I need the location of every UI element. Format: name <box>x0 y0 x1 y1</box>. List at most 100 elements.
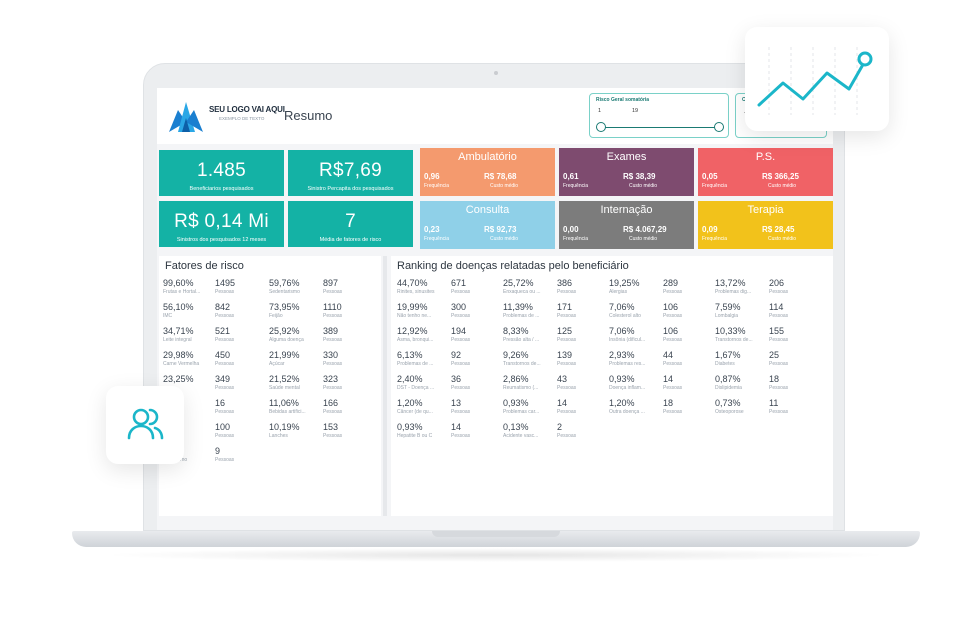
disease-name: Insônia (dificul... <box>609 337 646 343</box>
frequency-value: 0,23 <box>424 225 440 234</box>
category-name: Ambulatório <box>458 151 517 163</box>
category-card-ambulatorio[interactable]: Ambulatório 0,96 Frequência R$ 78,68 Cus… <box>420 148 555 196</box>
disease-name: Problemas res... <box>609 361 646 367</box>
disease-name: Transtornos de... <box>715 337 753 343</box>
disease-count-cell: 125 Pessoas <box>557 326 576 343</box>
disease-count: 36 <box>451 374 462 384</box>
risk-percent: 56,10% <box>163 302 194 312</box>
cost-value: R$ 4.067,29 <box>623 225 667 234</box>
risk-percent: 73,95% <box>269 302 300 312</box>
disease-count: 92 <box>451 350 462 360</box>
disease-unit: Pessoas <box>663 361 683 367</box>
disease-cell: 8,33% Pressão alta / ... <box>503 326 539 343</box>
disease-name: Doença inflam... <box>609 385 646 391</box>
disease-percent: 2,86% <box>503 374 529 384</box>
disease-count-cell: 386 Pessoas <box>557 278 576 295</box>
risk-factor-cell: 21,52% Saúde mental <box>269 374 300 391</box>
disease-cell: 10,33% Transtornos de... <box>715 326 753 343</box>
disease-unit: Pessoas <box>451 433 471 439</box>
risk-count: 1110 <box>323 302 342 312</box>
category-card-terapia[interactable]: Terapia 0,09 Frequência R$ 28,45 Custo m… <box>698 201 833 249</box>
risk-range-slicer[interactable]: Risco Geral somatória 1 19 <box>589 93 729 138</box>
risk-factor-cell: 99,60% Frutas e Hortal... <box>163 278 200 295</box>
frequency-value: 0,00 <box>563 225 579 234</box>
disease-cell: 1,20% Outra doença ... <box>609 398 645 415</box>
cost-value: R$ 366,25 <box>762 172 799 181</box>
risk-factor-cell: 23,25% <box>163 374 194 385</box>
risk-count-cell: 330 Pessoas <box>323 350 342 367</box>
risk-count: 897 <box>323 278 339 288</box>
disease-unit: Pessoas <box>769 289 789 295</box>
disease-unit: Pessoas <box>663 385 683 391</box>
disease-cell: 0,93% Problemas car... <box>503 398 539 415</box>
disease-percent: 25,72% <box>503 278 534 288</box>
disease-count: 43 <box>557 374 568 384</box>
risk-unit: Pessoas <box>323 313 343 319</box>
category-card-consulta[interactable]: Consulta 0,23 Frequência R$ 92,73 Custo … <box>420 201 555 249</box>
disease-count: 11 <box>769 398 779 408</box>
disease-name: Acidente vasc... <box>503 433 539 439</box>
category-card-exames[interactable]: Exames 0,61 Frequência R$ 38,39 Custo mé… <box>559 148 694 196</box>
slider-max-handle[interactable] <box>714 122 724 132</box>
disease-count-cell: 171 Pessoas <box>557 302 576 319</box>
risk-count-cell: 323 Pessoas <box>323 374 342 391</box>
disease-percent: 7,59% <box>715 302 741 312</box>
disease-percent: 12,92% <box>397 326 428 336</box>
disease-name: Reumatismo (... <box>503 385 539 391</box>
slider-min-handle[interactable] <box>596 122 606 132</box>
risk-percent: 21,99% <box>269 350 300 360</box>
risk-unit: Pessoas <box>323 385 343 391</box>
risk-unit: Pessoas <box>323 433 343 439</box>
category-name: Exames <box>606 151 647 163</box>
disease-name: Asma, bronqui... <box>397 337 434 343</box>
cost-value: R$ 28,45 <box>762 225 795 234</box>
frequency-label: Frequência <box>702 236 728 242</box>
disease-percent: 0,93% <box>397 422 423 432</box>
risk-count: 9 <box>215 446 221 456</box>
disease-unit: Pessoas <box>663 289 683 295</box>
disease-percent: 0,73% <box>715 398 741 408</box>
category-card-internacao[interactable]: Internação 0,00 Frequência R$ 4.067,29 C… <box>559 201 694 249</box>
disease-percent: 1,20% <box>609 398 635 408</box>
disease-count-cell: 139 Pessoas <box>557 350 576 367</box>
disease-name: Problemas car... <box>503 409 540 415</box>
disease-cell: 0,73% Osteoporose <box>715 398 744 415</box>
disease-cell: 0,93% Hepatite B ou C <box>397 422 432 439</box>
disease-count: 289 <box>663 278 679 288</box>
risk-count: 330 <box>323 350 339 360</box>
disease-count-cell: 18 Pessoas <box>663 398 682 415</box>
slider-track[interactable] <box>600 127 718 128</box>
disease-unit: Pessoas <box>451 313 471 319</box>
slicer-max-value[interactable]: 19 <box>632 108 639 114</box>
risk-percent: 10,19% <box>269 422 300 432</box>
frequency-value: 0,05 <box>702 172 718 181</box>
disease-name: Transtornos de... <box>503 361 541 367</box>
slicer-min-value[interactable]: 1 <box>598 108 602 114</box>
disease-unit: Pessoas <box>557 385 577 391</box>
disease-cell: 0,13% Acidente vasc... <box>503 422 538 439</box>
risk-count: 521 <box>215 326 231 336</box>
kpi-value: R$7,69 <box>318 160 383 181</box>
disease-name: Alergias <box>609 289 628 295</box>
category-name: Terapia <box>747 204 784 216</box>
category-card-ps[interactable]: P.S. 0,05 Frequência R$ 366,25 Custo méd… <box>698 148 833 196</box>
disease-count: 14 <box>663 374 674 384</box>
mountain-logo-icon <box>169 102 203 132</box>
disease-cell: 2,93% Problemas res... <box>609 350 645 367</box>
disease-cell: 11,39% Problemas de ... <box>503 302 539 319</box>
disease-count: 2 <box>557 422 563 432</box>
risk-description: Frutas e Hortal... <box>163 289 201 295</box>
disease-count: 206 <box>769 278 785 288</box>
disease-unit: Pessoas <box>663 313 683 319</box>
disease-unit: Pessoas <box>557 289 577 295</box>
risk-count: 842 <box>215 302 231 312</box>
kpi-card: 7 Média de fatores de risco <box>288 201 413 247</box>
disease-count-cell: 206 Pessoas <box>769 278 788 295</box>
disease-percent: 7,06% <box>609 302 635 312</box>
disease-cell: 9,26% Transtornos de... <box>503 350 541 367</box>
risk-unit: Pessoas <box>215 289 235 295</box>
frequency-label: Frequência <box>563 236 589 242</box>
ranking-panel-title: Ranking de doenças relatadas pelo benefi… <box>397 260 629 272</box>
kpi-value: 1.485 <box>196 160 247 181</box>
disease-count-cell: 13 Pessoas <box>451 398 470 415</box>
